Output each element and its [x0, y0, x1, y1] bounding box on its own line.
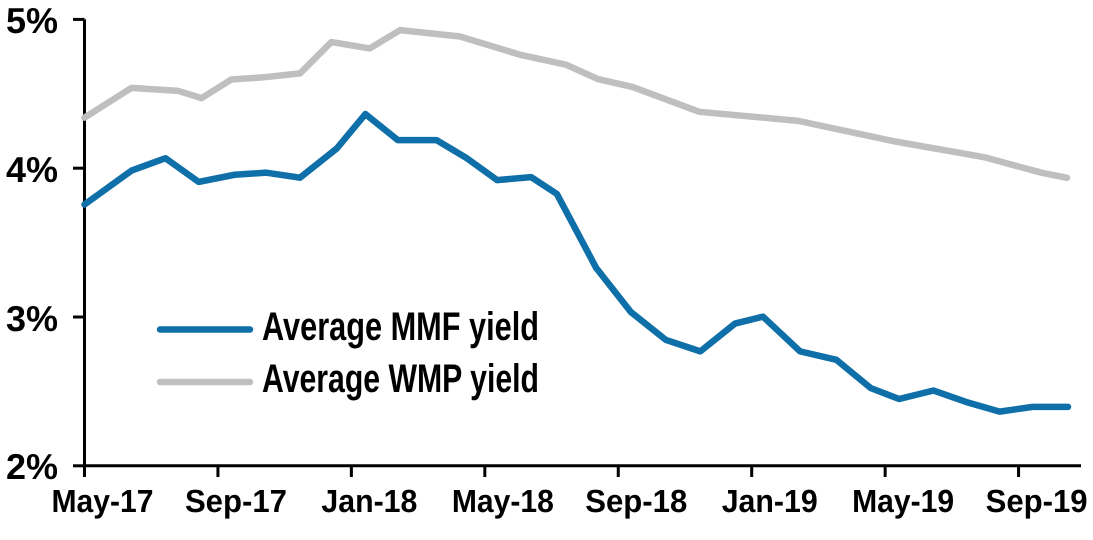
svg-text:May-19: May-19: [852, 483, 954, 519]
svg-text:May-18: May-18: [452, 483, 554, 519]
svg-text:Average WMP yield: Average WMP yield: [262, 357, 539, 401]
svg-text:Sep-18: Sep-18: [585, 483, 687, 519]
svg-text:Sep-19: Sep-19: [986, 483, 1088, 519]
svg-text:2%: 2%: [6, 446, 58, 487]
svg-text:5%: 5%: [6, 0, 58, 41]
svg-text:Average MMF yield: Average MMF yield: [262, 305, 539, 349]
svg-text:Sep-17: Sep-17: [185, 483, 287, 519]
svg-text:May-17: May-17: [52, 483, 154, 519]
svg-text:Jan-18: Jan-18: [321, 483, 417, 519]
svg-text:3%: 3%: [6, 298, 58, 339]
svg-text:Jan-19: Jan-19: [722, 483, 818, 519]
svg-text:4%: 4%: [6, 149, 58, 190]
